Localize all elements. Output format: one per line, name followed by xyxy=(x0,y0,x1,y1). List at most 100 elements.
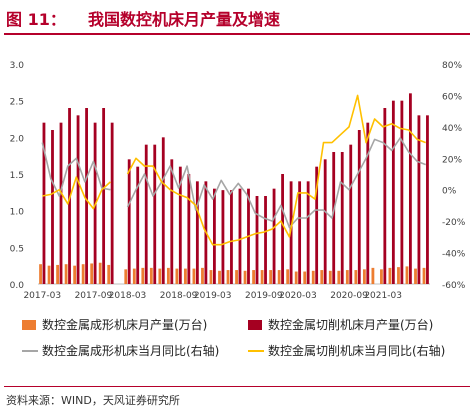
bar-forming xyxy=(81,264,85,284)
right-axis-tick-label: -40% xyxy=(442,250,466,260)
bar-forming xyxy=(328,270,332,284)
bar-forming xyxy=(39,264,42,284)
bar-cutting xyxy=(400,100,404,285)
bar-cutting xyxy=(51,130,54,284)
bar-forming xyxy=(132,268,136,284)
bar-cutting xyxy=(221,190,225,284)
bar-forming xyxy=(209,270,213,284)
bar-forming xyxy=(47,265,51,284)
bar-forming xyxy=(345,270,349,284)
bar-cutting xyxy=(238,188,242,284)
bar-forming xyxy=(260,270,264,284)
bar-forming xyxy=(311,270,315,284)
legend-label-forming-yoy: 数控金属成形机床当月同比(右轴) xyxy=(42,344,220,358)
bar-forming xyxy=(175,268,179,284)
bar-forming xyxy=(90,263,94,284)
bar-forming xyxy=(184,268,187,284)
bar-forming xyxy=(243,270,247,284)
bar-cutting xyxy=(417,115,421,284)
bar-forming xyxy=(303,271,307,284)
bar-cutting xyxy=(85,108,88,284)
bar-cutting xyxy=(289,181,293,284)
bar-forming xyxy=(422,267,426,284)
legend-swatch-forming-yoy xyxy=(22,350,38,352)
left-axis-tick-label: 1.5 xyxy=(10,171,24,181)
bar-cutting xyxy=(230,190,233,284)
x-axis-tick-label: 2020-09 xyxy=(330,291,368,301)
figure-title: 图 11： 我国数控机床月产量及增速 xyxy=(6,2,468,32)
bar-forming xyxy=(166,267,170,284)
x-axis-tick-label: 2020-03 xyxy=(279,291,317,301)
bar-forming xyxy=(149,267,153,284)
bar-cutting xyxy=(357,130,361,284)
legend-label-forming: 数控金属成形机床月产量(万台) xyxy=(42,318,208,332)
bar-cutting xyxy=(426,115,429,284)
right-axis-tick-label: 0% xyxy=(442,187,457,197)
bar-cutting xyxy=(366,122,370,285)
bar-cutting xyxy=(127,159,131,284)
bar-cutting xyxy=(272,188,276,284)
bar-cutting xyxy=(391,100,395,285)
left-axis-tick-label: 2.5 xyxy=(10,98,24,108)
bar-cutting xyxy=(153,144,157,284)
bar-cutting xyxy=(323,159,327,284)
bar-cutting xyxy=(178,166,182,284)
title-rule xyxy=(4,33,470,35)
bar-cutting xyxy=(136,166,140,284)
bar-cutting xyxy=(298,181,302,284)
bar-forming xyxy=(218,270,221,284)
bar-cutting xyxy=(349,144,353,284)
bar-forming xyxy=(64,264,68,284)
bar-forming xyxy=(320,270,324,284)
right-axis-tick-label: 60% xyxy=(442,92,462,102)
bar-cutting xyxy=(306,181,310,284)
legend-swatch-cutting xyxy=(248,320,262,330)
bar-forming xyxy=(397,267,400,284)
bar-forming xyxy=(235,270,238,284)
bar-forming xyxy=(141,267,145,284)
bar-cutting xyxy=(187,174,191,284)
x-axis-tick-label: 2017-03 xyxy=(23,291,61,301)
right-axis-tick-label: -60% xyxy=(442,281,466,291)
bar-forming xyxy=(286,269,290,284)
bar-cutting xyxy=(255,196,259,284)
left-axis-tick-label: 1.0 xyxy=(10,208,25,218)
line-cutting-yoy xyxy=(42,176,111,210)
bar-forming xyxy=(414,268,417,284)
line-forming-yoy xyxy=(41,142,111,197)
bar-forming xyxy=(201,267,204,284)
left-axis-tick-label: 0.5 xyxy=(10,244,24,254)
right-axis-tick-label: -20% xyxy=(442,218,466,228)
x-axis-tick-label: 2017-09 xyxy=(75,291,113,301)
bar-forming xyxy=(252,270,256,284)
source-rule xyxy=(4,386,470,387)
line-cutting-yoy xyxy=(126,94,426,246)
bar-cutting xyxy=(59,122,63,285)
bar-cutting xyxy=(212,188,216,284)
bar-cutting xyxy=(408,93,412,284)
bar-cutting xyxy=(332,152,336,284)
bar-cutting xyxy=(102,108,106,284)
bar-cutting xyxy=(340,152,344,284)
bar-forming xyxy=(226,270,230,284)
right-axis-tick-label: 80% xyxy=(442,61,462,71)
bar-cutting xyxy=(110,122,114,285)
bar-forming xyxy=(56,264,60,284)
figure-number: 图 11： xyxy=(6,10,66,29)
bar-cutting xyxy=(315,166,319,284)
bar-forming xyxy=(73,265,77,284)
left-axis-tick-label: 3.0 xyxy=(10,61,25,71)
source-note: 资料来源：WIND，天风证券研究所 xyxy=(6,394,180,407)
bar-forming xyxy=(277,270,281,284)
figure-title-text: 我国数控机床月产量及增速 xyxy=(88,10,281,29)
bar-forming xyxy=(362,269,366,284)
right-axis-tick-label: 40% xyxy=(442,124,462,134)
bar-cutting xyxy=(76,115,80,284)
bar-forming xyxy=(405,266,409,284)
bar-forming xyxy=(124,269,128,284)
x-axis-tick-label: 2018-09 xyxy=(160,291,198,301)
bar-cutting xyxy=(264,196,267,284)
line-forming-yoy xyxy=(126,137,426,229)
legend-label-cutting: 数控金属切削机床月产量(万台) xyxy=(268,318,434,332)
